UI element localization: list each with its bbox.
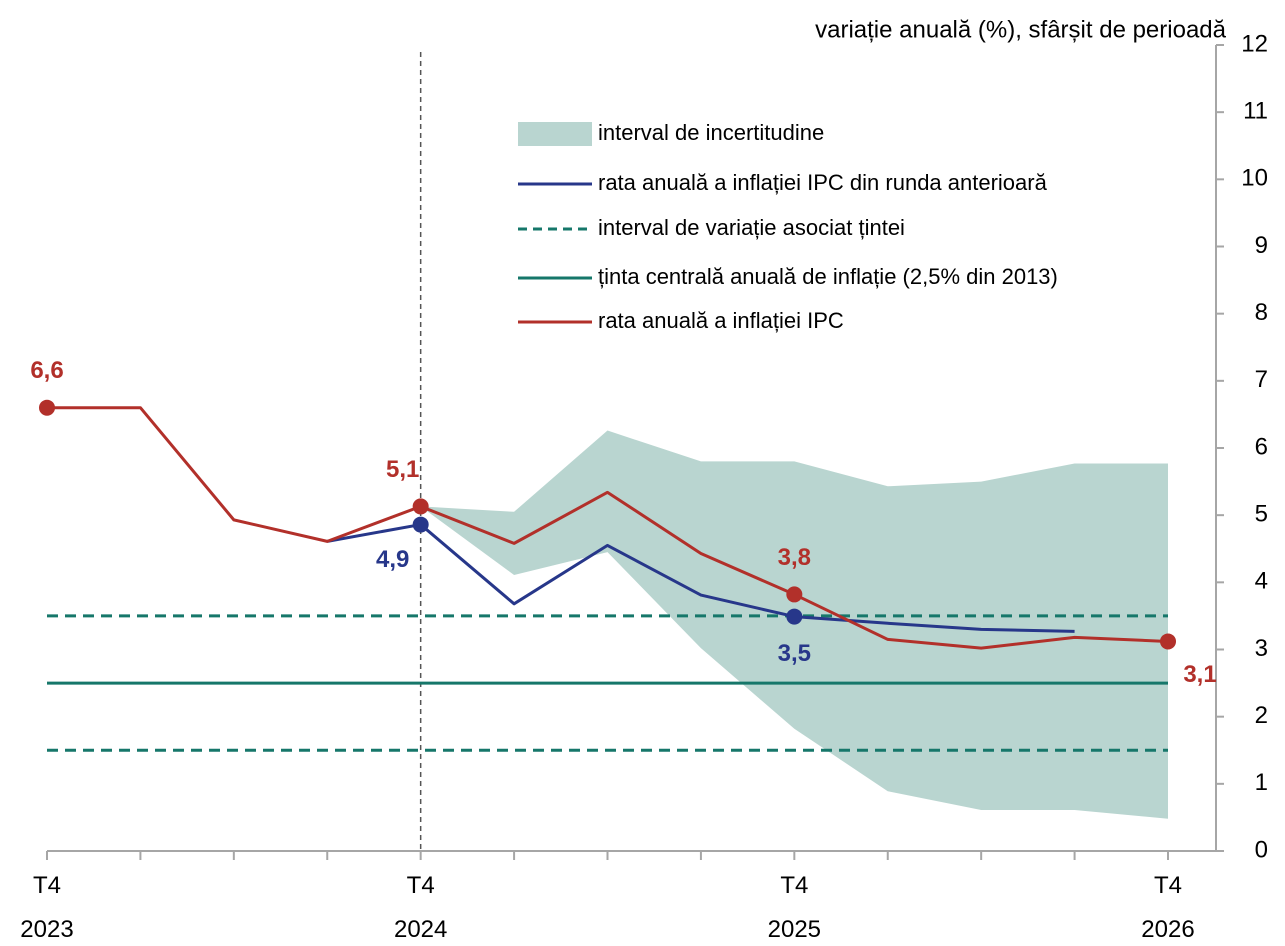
data-label: 3,8	[778, 544, 811, 571]
legend-label: interval de variație asociat țintei	[598, 215, 905, 240]
x-tick-label: T4 2023	[20, 872, 73, 941]
legend-label: ținta centrală anuală de inflație (2,5% …	[598, 264, 1058, 289]
series-line	[47, 406, 1169, 650]
y-tick-label: 9	[1255, 232, 1268, 259]
data-point	[39, 399, 55, 416]
y-tick-label: 1	[1255, 769, 1268, 796]
data-point	[786, 586, 803, 603]
data-label: 6,6	[30, 357, 63, 384]
y-tick-label: 10	[1241, 165, 1268, 192]
x-tick-label: T4 2026	[1141, 872, 1194, 941]
y-tick-label: 11	[1243, 98, 1268, 125]
data-point	[412, 516, 429, 533]
y-tick-label: 0	[1255, 836, 1268, 863]
series-line	[326, 523, 1075, 633]
chart-title: variație anuală (%), sfârșit de perioadă	[815, 16, 1227, 43]
data-point	[412, 498, 429, 515]
y-tick-label: 2	[1255, 702, 1268, 729]
data-label: 3,1	[1183, 661, 1216, 688]
y-tick-label: 4	[1255, 568, 1268, 595]
y-tick-label: 6	[1255, 433, 1268, 460]
x-tick-label: T4 2025	[768, 872, 821, 941]
y-tick-label: 5	[1255, 501, 1268, 528]
y-tick-label: 8	[1255, 299, 1268, 326]
y-tick-label: 3	[1255, 635, 1268, 662]
legend-label: rata anuală a inflației IPC din runda an…	[598, 170, 1048, 195]
data-point	[786, 608, 803, 625]
x-tick-label: T4 2024	[394, 872, 447, 941]
uncertainty-band	[420, 430, 1169, 819]
data-label: 3,5	[778, 640, 811, 667]
data-point	[1160, 633, 1176, 650]
data-label: 4,9	[376, 546, 409, 573]
y-tick-label: 7	[1255, 366, 1268, 393]
legend-label: rata anuală a inflației IPC	[598, 308, 844, 333]
data-label: 5,1	[386, 456, 419, 483]
legend-label: interval de incertitudine	[598, 120, 824, 145]
y-tick-label: 12	[1241, 30, 1268, 57]
legend-swatch	[518, 122, 592, 146]
